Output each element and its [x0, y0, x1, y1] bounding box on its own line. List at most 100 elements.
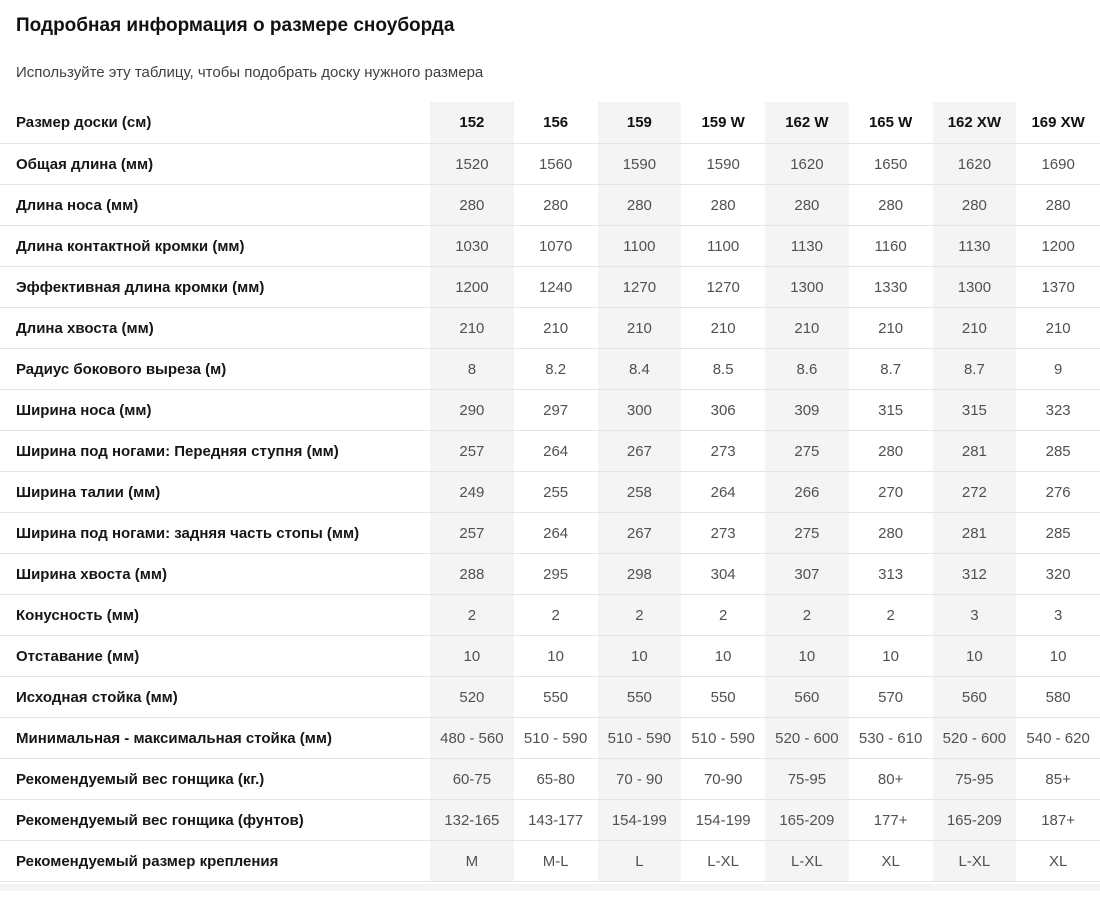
column-header: 165 W	[868, 114, 913, 131]
value-cell: 1130	[932, 226, 1017, 266]
value-cell: 323	[1045, 401, 1071, 419]
value-cell: M-L	[542, 852, 569, 870]
value-cell: 480 - 560	[430, 718, 514, 758]
value-cell: 70 - 90	[597, 759, 682, 799]
value-cell: 1300	[765, 267, 849, 307]
value-cell: 10	[932, 636, 1017, 676]
value-cell: 1270	[706, 278, 740, 296]
value-cell: 288	[430, 554, 514, 594]
value-cell: 520 - 600	[765, 718, 849, 758]
value-cell: 285	[1045, 524, 1071, 542]
value-cell: 210	[597, 308, 682, 348]
value-cell: 285	[1045, 442, 1071, 460]
value-cell: 2	[765, 595, 849, 635]
value-cell: 540 - 620	[1026, 729, 1090, 747]
value-cell: 1160	[874, 237, 907, 255]
value-cell: 154-199	[597, 800, 682, 840]
value-cell: 1620	[765, 144, 849, 184]
column-header: 159 W	[701, 114, 745, 131]
table-row: Рекомендуемый размер крепления M M-L L L-XL L…	[0, 841, 1100, 882]
value-cell: 70-90	[703, 770, 743, 788]
value-cell: 143-177	[528, 811, 584, 829]
value-cell: 520	[430, 677, 514, 717]
row-label: Рекомендуемый вес гонщика (кг.)	[16, 770, 265, 788]
value-cell: 1100	[597, 226, 682, 266]
value-cell: 75-95	[932, 759, 1017, 799]
value-cell: 276	[1045, 483, 1071, 501]
table-row: Исходная стойка (мм) 520 550 550 550 560 570 56…	[0, 677, 1100, 718]
value-cell: XL	[881, 852, 900, 870]
value-cell: 297	[543, 401, 569, 419]
value-cell: 309	[765, 390, 849, 430]
column-header: 162 XW	[932, 102, 1017, 143]
value-cell: 1590	[597, 144, 682, 184]
value-cell: 10	[714, 647, 732, 665]
header-row-label: Размер доски (см)	[16, 114, 152, 131]
value-cell: XL	[1048, 852, 1068, 870]
table-row: Общая длина (мм) 1520 1560 1590 1590 1620 1650…	[0, 144, 1100, 185]
value-cell: 281	[932, 431, 1017, 471]
value-cell: 8.7	[932, 349, 1017, 389]
value-cell: M	[430, 841, 514, 881]
page-title: Подробная информация о размере сноуборда	[16, 15, 455, 36]
value-cell: 275	[765, 431, 849, 471]
row-label: Минимальная - максимальная стойка (мм)	[16, 729, 332, 747]
value-cell: 210	[430, 308, 514, 348]
value-cell: 2	[718, 606, 728, 624]
value-cell: 550	[597, 677, 682, 717]
value-cell: 280	[932, 185, 1017, 225]
value-cell: 315	[932, 390, 1017, 430]
value-cell: 510 - 590	[597, 718, 682, 758]
value-cell: 281	[932, 513, 1017, 553]
value-cell: 267	[597, 513, 682, 553]
value-cell: 570	[878, 688, 904, 706]
value-cell: 280	[878, 442, 904, 460]
table-row: Ширина под ногами: Передняя ступня (мм) 2…	[0, 431, 1100, 472]
row-label: Радиус бокового выреза (м)	[16, 360, 227, 378]
table-row: Отставание (мм) 10 10 10 10 10 10 10 10	[0, 636, 1100, 677]
value-cell: 264	[543, 524, 569, 542]
table-row: Длина хвоста (мм) 210 210 210 210 210 210 210 21…	[0, 308, 1100, 349]
value-cell: 85+	[1045, 770, 1071, 788]
value-cell: 9	[1053, 360, 1063, 378]
value-cell: 3	[932, 595, 1017, 635]
value-cell: L-XL	[932, 841, 1017, 881]
value-cell: 280	[430, 185, 514, 225]
value-cell: 270	[878, 483, 904, 501]
snowboard-size-page: Подробная информация о размере сноуборда…	[0, 15, 1100, 891]
value-cell: 560	[932, 677, 1017, 717]
row-label: Исходная стойка (мм)	[16, 688, 178, 706]
value-cell: 8	[430, 349, 514, 389]
value-cell: 10	[597, 636, 682, 676]
value-cell: 298	[597, 554, 682, 594]
value-cell: 266	[765, 472, 849, 512]
value-cell: 8.2	[545, 360, 567, 378]
value-cell: 272	[932, 472, 1017, 512]
row-label: Длина носа (мм)	[16, 196, 139, 214]
value-cell: L	[597, 841, 682, 881]
value-cell: 1200	[430, 267, 514, 307]
row-label: Рекомендуемый вес гонщика (фунтов)	[16, 811, 304, 829]
value-cell: 280	[765, 185, 849, 225]
size-table: Размер доски (см) 152 156 159 159 W 162 W 165…	[0, 102, 1100, 891]
row-label: Ширина под ногами: задняя часть стопы (м…	[16, 524, 360, 542]
value-cell: 273	[710, 524, 736, 542]
table-row: Рекомендуемый вес гонщика (кг.) 60-75 65-8…	[0, 759, 1100, 800]
value-cell: 187+	[1041, 811, 1076, 829]
value-cell: 1200	[1041, 237, 1075, 255]
value-cell: 1270	[597, 267, 682, 307]
value-cell: 312	[932, 554, 1017, 594]
table-row: Рекомендуемый вес гонщика (фунтов) 132-16…	[0, 800, 1100, 841]
value-cell: 295	[543, 565, 569, 583]
value-cell: 10	[547, 647, 564, 665]
value-cell: 2	[430, 595, 514, 635]
table-row: Ширина талии (мм) 249 255 258 264 266 270 272 27…	[0, 472, 1100, 513]
value-cell: 510 - 590	[523, 729, 588, 747]
value-cell: 550	[710, 688, 736, 706]
value-cell: 8.7	[880, 360, 902, 378]
value-cell: 1330	[873, 278, 908, 296]
value-cell: 510 - 590	[691, 729, 755, 747]
bottom-cutoff-row	[0, 884, 1100, 891]
row-label: Длина хвоста (мм)	[16, 319, 154, 337]
value-cell: 3	[1053, 606, 1063, 624]
